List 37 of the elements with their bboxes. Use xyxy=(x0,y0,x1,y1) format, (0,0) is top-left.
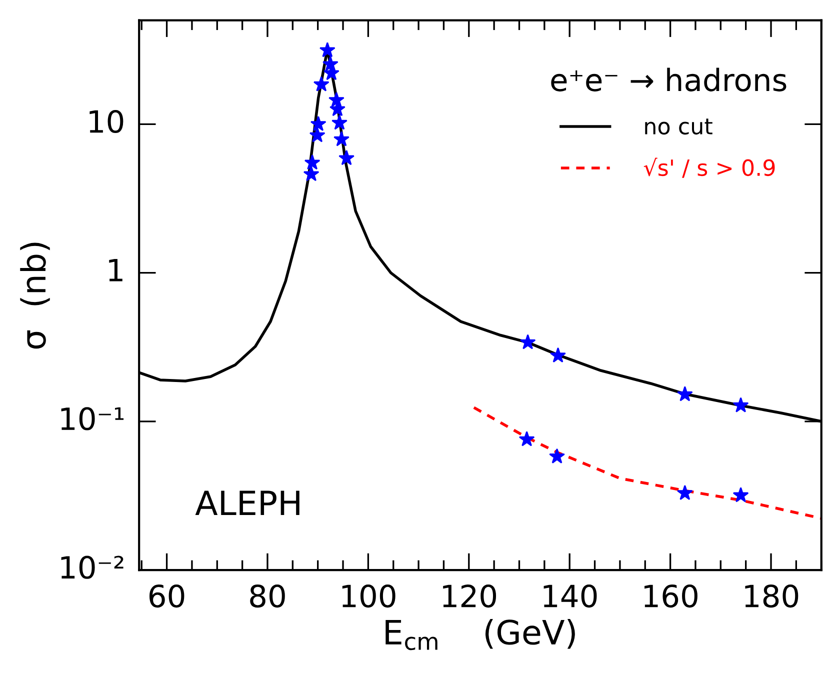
point xyxy=(518,431,535,446)
point xyxy=(550,347,566,363)
point xyxy=(676,386,693,402)
point xyxy=(303,166,320,182)
line-series xyxy=(472,406,822,520)
x-tick-label: 180 xyxy=(745,584,798,608)
x-tick-label: 80 xyxy=(250,584,285,608)
y-axis-title: σ (nb) xyxy=(20,242,50,349)
text: E$_{cm}$ (GeV) xyxy=(386,619,575,650)
point xyxy=(676,484,693,500)
point xyxy=(304,154,320,170)
legend-label: no cut xyxy=(645,118,712,135)
x-tick-label: 60 xyxy=(149,584,184,608)
annotation: ALEPH xyxy=(195,490,300,516)
x-tick-label: 100 xyxy=(342,584,396,608)
point xyxy=(313,76,330,92)
x-tick-label: 160 xyxy=(644,584,698,608)
point xyxy=(338,150,354,166)
y-tick-label: 10⁻² xyxy=(61,556,124,579)
point xyxy=(520,334,536,350)
point xyxy=(322,56,338,72)
x-tick-label: 140 xyxy=(544,584,597,608)
point xyxy=(310,116,326,132)
point xyxy=(319,42,336,58)
y-tick-label: 1 xyxy=(109,258,122,282)
legend-title: e⁺e⁻ → hadrons xyxy=(551,68,786,92)
point xyxy=(328,92,344,108)
point xyxy=(309,127,326,142)
point xyxy=(549,448,565,464)
point xyxy=(732,487,749,502)
point xyxy=(334,131,350,146)
point xyxy=(732,397,749,412)
legend-label: √s' / s > 0.9 xyxy=(644,158,775,178)
y-tick-label: 10⁻¹ xyxy=(61,407,124,430)
y-tick-label: 10 xyxy=(90,110,124,134)
point xyxy=(332,114,348,130)
x-tick-label: 120 xyxy=(443,584,496,608)
